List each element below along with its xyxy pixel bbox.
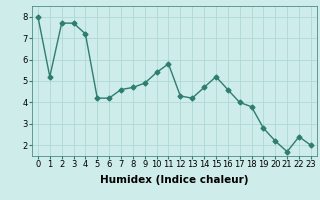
X-axis label: Humidex (Indice chaleur): Humidex (Indice chaleur)	[100, 175, 249, 185]
